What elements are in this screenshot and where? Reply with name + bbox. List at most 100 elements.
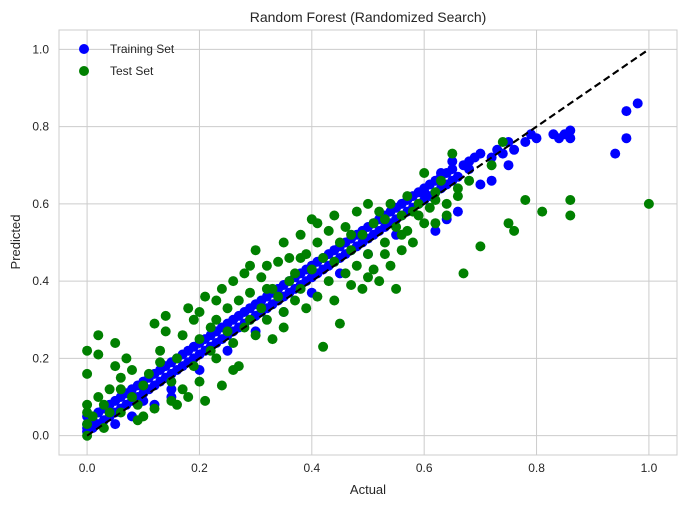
data-point: [149, 318, 160, 329]
data-point: [306, 264, 317, 275]
data-point: [211, 295, 222, 306]
data-point: [475, 241, 486, 252]
data-point: [93, 330, 104, 341]
data-point: [407, 237, 418, 248]
legend-label-test: Test Set: [110, 64, 154, 78]
data-point: [222, 303, 233, 314]
data-point: [239, 268, 250, 279]
reference-line-overlay: [86, 48, 650, 437]
data-point: [374, 206, 385, 217]
y-tick-label: 1.0: [32, 42, 49, 56]
data-point: [357, 283, 368, 294]
data-point: [351, 206, 362, 217]
data-point: [211, 314, 222, 325]
data-point: [363, 272, 373, 283]
data-point: [436, 168, 446, 178]
data-point: [82, 368, 93, 379]
data-point: [565, 133, 576, 144]
data-point: [329, 210, 340, 221]
data-point: [419, 168, 430, 178]
data-point: [183, 303, 194, 314]
data-point: [447, 164, 458, 175]
data-point: [82, 399, 93, 410]
data-point: [194, 307, 205, 317]
data-point: [452, 171, 463, 182]
data-point: [497, 148, 508, 159]
data-point: [216, 283, 227, 294]
data-point: [290, 295, 300, 306]
y-tick-label: 0.2: [32, 351, 49, 365]
data-point: [413, 210, 424, 221]
data-point: [177, 384, 188, 395]
data-point: [115, 372, 126, 383]
data-point: [413, 198, 424, 209]
data-point: [318, 253, 329, 263]
data-point: [503, 160, 514, 171]
data-point: [104, 384, 115, 395]
data-point: [565, 195, 576, 205]
data-point: [312, 237, 323, 248]
data-point: [194, 376, 205, 387]
series-test-set: [82, 137, 654, 441]
data-point: [486, 175, 497, 186]
x-axis-label: Actual: [350, 482, 386, 497]
data-point: [250, 245, 261, 256]
data-point: [334, 318, 345, 329]
data-point: [295, 253, 306, 263]
data-point: [610, 148, 621, 159]
data-point: [430, 218, 441, 229]
data-point: [93, 349, 104, 360]
x-tick-label: 0.0: [79, 461, 96, 475]
data-point: [216, 380, 227, 391]
data-point: [245, 287, 255, 298]
data-point: [464, 175, 475, 186]
data-point: [233, 295, 244, 306]
data-point: [643, 198, 654, 209]
data-point: [340, 222, 351, 232]
data-point: [419, 218, 430, 229]
data-point: [200, 291, 211, 302]
data-point: [430, 225, 441, 236]
data-point: [166, 395, 177, 406]
data-point: [211, 353, 222, 364]
data-point: [430, 187, 441, 198]
data-point: [284, 253, 295, 263]
data-point: [452, 191, 463, 202]
chart-title: Random Forest (Randomized Search): [250, 9, 487, 25]
data-point: [155, 345, 166, 356]
data-point: [357, 229, 368, 240]
y-tick-label: 0.4: [32, 274, 49, 288]
data-point: [374, 276, 385, 287]
data-point: [87, 411, 98, 422]
data-point: [447, 148, 458, 159]
data-point: [295, 229, 306, 240]
data-point: [632, 98, 643, 109]
data-point: [256, 303, 267, 314]
data-point: [245, 260, 255, 271]
data-point: [385, 260, 396, 271]
data-point: [452, 183, 463, 194]
data-point: [391, 283, 402, 294]
data-point: [447, 156, 458, 167]
data-point: [228, 338, 239, 348]
legend-marker-training: [79, 44, 89, 54]
data-point: [273, 256, 284, 267]
data-point: [127, 365, 137, 375]
data-point: [565, 125, 576, 136]
data-point: [177, 330, 188, 341]
data-point: [486, 160, 497, 171]
data-point: [273, 291, 284, 302]
data-point: [127, 392, 137, 402]
data-point: [205, 322, 216, 333]
data-point: [537, 206, 548, 217]
data-point: [565, 210, 576, 221]
data-point: [110, 419, 121, 430]
data-points: [82, 98, 654, 441]
data-point: [284, 276, 295, 287]
data-point: [363, 249, 373, 260]
data-point: [82, 419, 93, 430]
y-tick-label: 0.8: [32, 120, 49, 134]
data-point: [261, 260, 272, 271]
data-point: [379, 214, 390, 225]
